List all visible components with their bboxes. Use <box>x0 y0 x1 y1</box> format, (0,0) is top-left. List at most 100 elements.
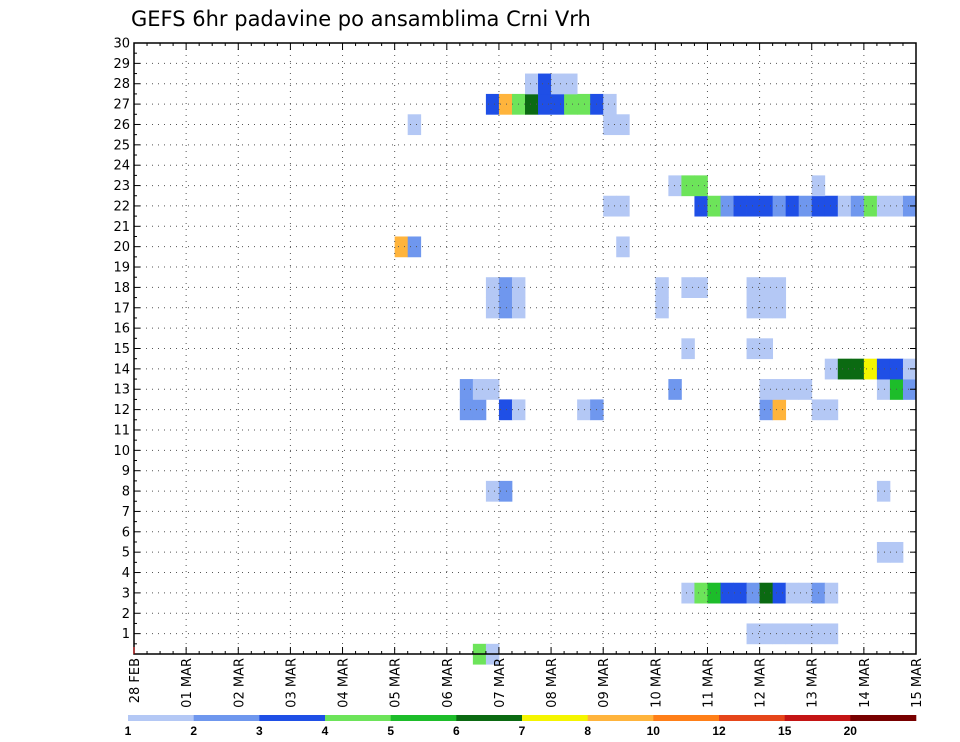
legend-label: 6 <box>453 724 460 738</box>
heatmap-cell <box>485 277 500 298</box>
y-tick-label: 19 <box>113 261 130 276</box>
legend-swatch <box>522 715 588 721</box>
legend-swatch <box>193 715 260 721</box>
x-tick-label: 06 MAR <box>441 658 456 708</box>
heatmap-cell <box>798 379 813 400</box>
heatmap-cells <box>394 73 917 665</box>
legend-swatch <box>128 715 194 721</box>
legend-swatch <box>719 715 785 721</box>
heatmap-cell <box>772 277 787 298</box>
y-tick-label: 15 <box>113 342 130 357</box>
y-tick-label: 24 <box>113 159 130 174</box>
heatmap-cell <box>772 195 787 217</box>
heatmap-cell <box>837 358 852 380</box>
legend-swatch <box>784 715 851 721</box>
y-tick-label: 6 <box>122 525 130 540</box>
heatmap-cell <box>498 93 513 115</box>
y-tick-label: 13 <box>113 383 130 398</box>
heatmap-cell <box>746 623 760 645</box>
legend-label: 7 <box>519 724 526 738</box>
legend-swatch <box>456 715 523 721</box>
heatmap-cell <box>876 480 891 502</box>
x-tick-label: 05 MAR <box>389 658 404 708</box>
heatmap-cell <box>498 399 513 421</box>
heatmap-cell <box>772 379 787 400</box>
heatmap-cell <box>564 73 578 95</box>
heatmap-cell <box>720 195 734 217</box>
heatmap-cell <box>498 277 513 298</box>
y-tick-label: 14 <box>113 362 130 377</box>
legend-label: 20 <box>844 724 858 738</box>
heatmap-cell <box>681 338 695 360</box>
legend-swatch <box>259 715 326 721</box>
legend-label: 12 <box>712 724 726 738</box>
y-tick-label: 20 <box>113 240 130 255</box>
legend-label: 3 <box>256 724 263 738</box>
heatmap-cell <box>863 195 878 217</box>
y-tick-label: 11 <box>113 423 130 438</box>
y-tick-label: 29 <box>113 57 130 72</box>
heatmap-cell <box>785 379 800 400</box>
heatmap-cell <box>759 623 774 645</box>
grid-lines <box>134 43 916 654</box>
y-tick-label: 27 <box>113 98 130 113</box>
heatmap-cell <box>759 195 774 217</box>
heatmap-cell <box>785 582 800 604</box>
heatmap-cell <box>694 175 708 197</box>
heatmap-cell <box>616 236 630 258</box>
heatmap-cell <box>707 582 721 604</box>
heatmap-cell <box>681 277 695 298</box>
heatmap-cell <box>551 73 565 95</box>
heatmap-cell <box>876 195 891 217</box>
heatmap-cell <box>472 379 487 400</box>
heatmap-cell <box>876 541 891 563</box>
heatmap-cell <box>485 480 500 502</box>
legend-label: 5 <box>387 724 394 738</box>
y-tick-label: 4 <box>122 566 130 581</box>
x-tick-label: 15 MAR <box>910 658 925 708</box>
y-tick-label: 2 <box>122 607 130 622</box>
y-tick-label: 25 <box>113 138 130 153</box>
heatmap-cell <box>485 379 500 400</box>
heatmap-cell <box>485 93 500 115</box>
y-tick-label: 23 <box>113 179 130 194</box>
heatmap-cell <box>407 114 422 136</box>
heatmap-cell <box>616 195 630 217</box>
heatmap-cell <box>603 195 617 217</box>
heatmap-cell <box>746 277 760 298</box>
legend-swatch <box>653 715 720 721</box>
heatmap-cell <box>785 195 800 217</box>
heatmap-cell <box>603 93 617 115</box>
heatmap-cell <box>694 582 708 604</box>
y-tick-label: 17 <box>113 301 130 316</box>
heatmap-cell <box>824 623 839 645</box>
legend-swatch <box>587 715 654 721</box>
heatmap-cell <box>902 379 917 400</box>
legend-swatch <box>325 715 391 721</box>
y-tick-label: 26 <box>113 118 130 133</box>
heatmap-cell <box>485 297 500 319</box>
heatmap-cell <box>863 358 878 380</box>
legend-label: 2 <box>190 724 197 738</box>
y-tick-label: 10 <box>113 444 130 459</box>
heatmap-cell <box>798 582 813 604</box>
heatmap-cell <box>616 114 630 136</box>
x-tick-label: 10 MAR <box>649 658 664 708</box>
heatmap-cell <box>668 175 682 197</box>
legend-label: 1 <box>125 724 132 738</box>
x-tick-label: 04 MAR <box>337 658 352 708</box>
y-tick-label: 9 <box>122 464 130 479</box>
heatmap-cell <box>785 623 800 645</box>
heatmap-cell <box>707 195 721 217</box>
heatmap-cell <box>902 358 917 380</box>
heatmap-cell <box>759 297 774 319</box>
heatmap-cell <box>694 277 708 298</box>
heatmap-cell <box>720 582 734 604</box>
x-axis: 28 FEB 01 MAR 02 MAR 03 MAR 04 MAR 05 MAR 06 M… <box>128 43 925 708</box>
x-tick-label: 02 MAR <box>232 658 247 708</box>
y-axis: 1234567891011121314151617181920212223242… <box>113 37 916 645</box>
heatmap-cell <box>746 582 760 604</box>
y-tick-label: 22 <box>113 199 130 214</box>
heatmap-cell <box>668 379 682 400</box>
